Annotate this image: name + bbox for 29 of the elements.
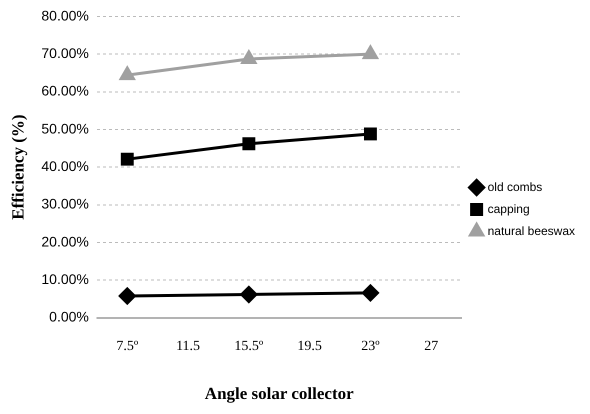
- x-tick-label: 23º: [361, 338, 380, 354]
- x-tick-label: 27: [424, 338, 438, 354]
- y-tick-label: 80.00%: [41, 7, 89, 24]
- x-tick-label: 19.5: [297, 338, 322, 354]
- point: [242, 137, 256, 150]
- x-axis-title: Angle solar collector: [204, 384, 354, 404]
- legend-label: capping: [488, 202, 530, 216]
- y-tick-label: 0.00%: [49, 308, 89, 325]
- point: [241, 50, 256, 64]
- y-tick-label: 70.00%: [41, 44, 89, 61]
- point: [362, 46, 378, 60]
- y-tick-label: 30.00%: [41, 196, 89, 212]
- y-tick-label: 20.00%: [41, 233, 89, 250]
- point: [240, 286, 258, 303]
- y-tick-label: 10.00%: [41, 270, 89, 287]
- legend-label: old combs: [488, 180, 542, 194]
- legend-label: natural beeswax: [488, 224, 576, 238]
- point: [364, 127, 377, 140]
- point: [118, 287, 136, 304]
- point: [120, 66, 135, 80]
- x-tick-label: 15.5º: [234, 338, 264, 354]
- y-tick-label: 60.00%: [41, 82, 89, 99]
- point: [120, 152, 134, 166]
- y-axis-title: Efficiency (%): [8, 114, 28, 220]
- x-tick-label: 7.5º: [116, 338, 139, 354]
- y-tick-label: 50.00%: [41, 120, 89, 136]
- point: [362, 284, 379, 302]
- x-tick-label: 11.5: [176, 338, 200, 354]
- y-tick-label: 40.00%: [41, 158, 89, 174]
